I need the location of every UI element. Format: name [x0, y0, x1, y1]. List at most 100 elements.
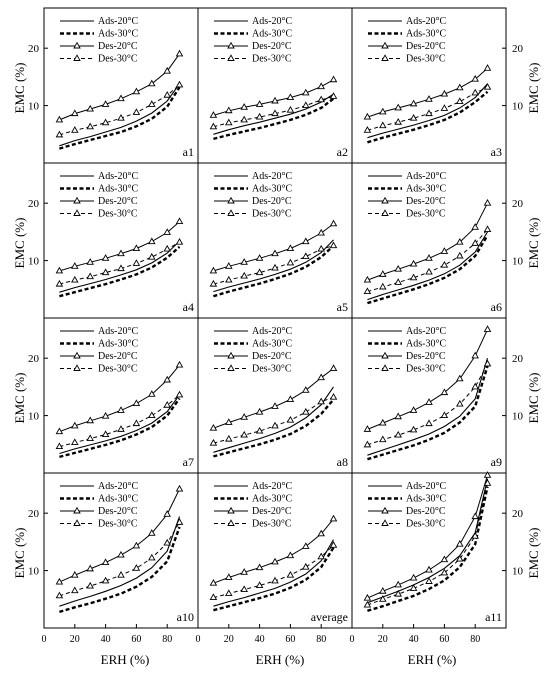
legend-label-1: Ads-20°C: [406, 171, 446, 182]
data-point: [255, 426, 264, 434]
x-tick-label: 20: [224, 634, 234, 645]
y-axis-label-row1: EMC (%): [12, 63, 27, 114]
data-point: [425, 254, 433, 261]
legend-label-2: Ads-30°C: [98, 494, 138, 505]
x-tick-label: 0: [196, 634, 201, 645]
data-point: [379, 282, 387, 290]
legend-label-3: Des-20°C: [252, 506, 292, 517]
legend-label-3: Des-20°C: [98, 196, 138, 207]
legend-marker: [73, 196, 81, 204]
legend-marker: [73, 41, 81, 49]
data-point: [317, 373, 325, 381]
x-tick-label: 80: [316, 634, 326, 645]
data-point: [329, 75, 338, 83]
panel-label: a6: [491, 300, 502, 314]
legend-label-4: Des-30°C: [252, 209, 292, 220]
data-point: [55, 279, 64, 287]
data-point: [471, 512, 479, 520]
data-point: [225, 418, 233, 425]
data-point: [329, 364, 338, 371]
data-point: [425, 398, 433, 405]
data-point: [163, 401, 171, 408]
data-point: [440, 89, 449, 97]
y-axis-label-right-row2: EMC (%): [526, 218, 541, 269]
x-axis-label-col2: ERH (%): [256, 652, 305, 667]
legend-marker: [381, 506, 389, 514]
data-point: [286, 415, 295, 423]
data-point: [329, 219, 338, 227]
legend-label-3: Des-20°C: [406, 41, 446, 52]
data-point: [163, 375, 171, 383]
y-tick-label: 10: [28, 411, 40, 423]
legend-marker: [227, 41, 235, 49]
data-point: [240, 413, 248, 420]
data-point: [132, 399, 141, 406]
data-point: [71, 275, 79, 283]
series-line-1: [367, 358, 489, 456]
legend-marker: [381, 41, 389, 49]
legend-marker: [73, 209, 81, 216]
series-line-4: [59, 522, 180, 597]
data-point: [471, 239, 479, 246]
data-point: [55, 266, 64, 274]
data-point: [483, 83, 492, 90]
data-point: [379, 587, 387, 594]
data-point: [425, 565, 433, 573]
series-line-2: [59, 245, 181, 298]
data-point: [225, 275, 233, 283]
data-point: [148, 79, 156, 87]
series-line-4: [59, 241, 180, 285]
data-point: [209, 122, 218, 130]
legend-label-2: Ads-30°C: [406, 339, 446, 350]
legend-label-4: Des-30°C: [406, 519, 446, 530]
data-point: [302, 88, 310, 96]
data-point: [286, 105, 295, 113]
series-line-2: [367, 365, 489, 461]
legend-label-4: Des-30°C: [252, 519, 292, 530]
y-tick-label: 10: [28, 566, 40, 578]
data-point: [225, 118, 233, 126]
data-point: [240, 115, 248, 123]
legend-label-1: Ads-20°C: [98, 16, 138, 27]
legend-label-3: Des-20°C: [98, 351, 138, 362]
data-point: [317, 529, 325, 537]
legend-marker: [227, 519, 235, 526]
data-point: [363, 600, 372, 608]
series-line-1: [367, 231, 488, 301]
legend-marker: [73, 54, 81, 61]
legend-marker: [73, 506, 81, 514]
legend-marker: [227, 54, 235, 61]
x-tick-label: 40: [255, 634, 265, 645]
data-point: [471, 223, 479, 230]
data-point: [483, 471, 492, 478]
data-point: [209, 579, 218, 586]
data-point: [86, 104, 94, 112]
y-tick-label: 10: [28, 256, 40, 268]
data-point: [225, 573, 233, 580]
y-tick-label: 10: [512, 411, 524, 423]
data-point: [409, 584, 418, 591]
data-point: [175, 390, 184, 398]
data-point: [483, 198, 492, 206]
series-line-2: [213, 398, 335, 458]
legend-label-4: Des-30°C: [406, 364, 446, 375]
legend-label-1: Ads-20°C: [406, 16, 446, 27]
data-point: [55, 130, 64, 138]
series-line-2: [59, 526, 181, 614]
data-point: [471, 531, 479, 539]
legend-label-4: Des-30°C: [98, 209, 138, 220]
data-point: [132, 541, 141, 549]
data-point: [71, 109, 79, 117]
x-tick-label: 20: [70, 634, 80, 645]
legend-label-2: Ads-30°C: [98, 339, 138, 350]
legend-label-4: Des-30°C: [98, 364, 138, 375]
